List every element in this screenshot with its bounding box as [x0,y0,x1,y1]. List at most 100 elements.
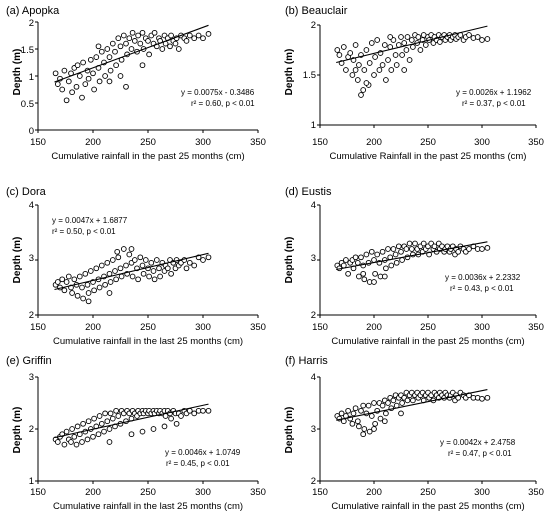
data-point [68,439,74,445]
x-tick-label: 150 [312,137,328,148]
data-point [368,248,375,255]
data-point [360,270,367,277]
data-point [164,265,171,272]
data-point [363,251,370,258]
data-point [128,431,135,438]
y-tick-label: 3 [29,372,34,383]
y-axis-label: Depth (m) [284,237,295,284]
data-point [343,67,349,73]
data-point [109,40,116,47]
data-point [101,428,107,435]
x-tick-label: 150 [30,322,46,333]
plot-area [317,24,537,128]
data-point [128,46,135,52]
data-point [91,287,97,294]
data-point [352,254,359,261]
data-point [354,259,361,266]
data-point [360,431,367,438]
data-point [52,70,59,77]
data-point [113,407,119,414]
data-point [371,426,377,432]
y-axis-label: Depth (m) [12,407,23,454]
data-point [54,279,61,285]
data-point [205,407,212,414]
data-point [379,248,386,255]
data-point [74,292,81,299]
data-point [388,67,395,73]
data-point [178,413,184,419]
data-point [54,81,61,87]
data-point [73,441,80,448]
y-tick-label: 1.5 [303,70,316,81]
data-point [80,420,86,427]
data-point [139,262,146,269]
data-point [126,35,133,42]
data-point [90,433,96,440]
data-point [137,254,144,261]
data-point [205,31,212,37]
data-point [372,54,378,60]
data-point [87,268,94,274]
data-point [368,413,375,419]
data-point [61,67,68,74]
data-point [71,433,78,440]
data-point [352,42,359,48]
data-point [420,240,427,247]
data-point [85,75,92,82]
data-point [98,262,105,269]
data-point [474,34,481,40]
y-tick-label: 4 [311,372,316,383]
data-point [354,77,361,83]
y-axis-label: Depth (m) [12,49,23,96]
data-point [63,428,70,435]
data-point [338,410,345,417]
data-point [393,62,400,68]
data-point [146,51,152,58]
data-point [385,246,391,252]
data-point [390,246,397,252]
data-point [91,86,97,93]
data-point [372,420,378,427]
x-axis-label: Cumulative rainfall in the past 25 month… [51,151,244,162]
data-point [484,36,491,42]
data-point [186,32,193,39]
data-point [115,254,122,261]
data-point [356,273,362,280]
data-point [61,287,68,294]
data-point [172,40,179,47]
data-point [183,265,190,272]
x-tick-label: 350 [250,487,266,498]
data-point [115,413,122,419]
data-point [334,47,341,53]
data-point [74,423,81,430]
data-point [347,50,354,56]
data-point [186,407,193,414]
data-point [115,35,122,42]
data-point [85,418,92,425]
data-point [129,29,136,36]
x-tick-label: 300 [195,487,211,498]
data-point [360,87,367,93]
data-point [117,265,124,272]
data-point [374,251,381,258]
trend-line [336,25,488,64]
data-point [118,273,125,280]
x-tick-label: 150 [30,137,46,148]
data-point [408,37,415,43]
x-tick-label: 200 [366,487,382,498]
data-point [69,426,75,432]
data-point [368,40,375,46]
data-point [398,34,404,40]
data-point [112,268,118,274]
data-point [361,67,368,73]
data-point [437,39,443,45]
panel-a: (a) Apopka Depth (m) 0 0.5 1 1.5 2 150 2… [6,5,266,162]
data-point [484,394,491,401]
data-point [79,284,85,291]
data-point [340,262,347,269]
data-point [455,248,462,255]
x-tick-label: 150 [312,322,328,333]
x-tick-label: 250 [420,137,436,148]
data-point [401,67,408,73]
y-axis-label: Depth (m) [284,407,295,454]
